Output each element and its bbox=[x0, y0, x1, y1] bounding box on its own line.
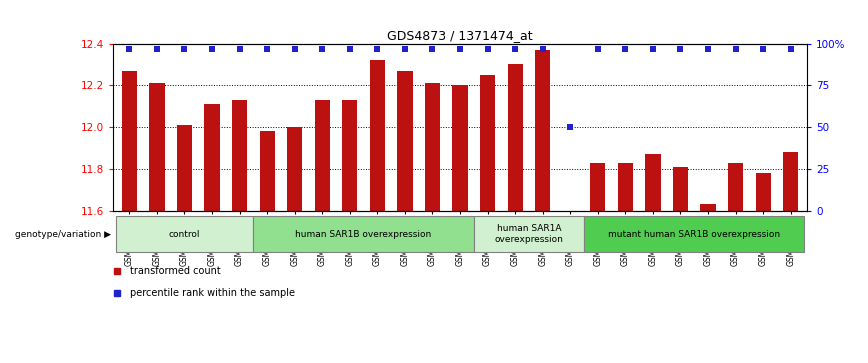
Bar bbox=[287, 127, 302, 211]
Bar bbox=[115, 216, 253, 252]
Text: percentile rank within the sample: percentile rank within the sample bbox=[130, 287, 295, 298]
Bar bbox=[474, 216, 584, 252]
Text: genotype/variation ▶: genotype/variation ▶ bbox=[16, 230, 111, 238]
Text: human SAR1A
overexpression: human SAR1A overexpression bbox=[495, 224, 563, 244]
Bar bbox=[205, 104, 220, 211]
Bar bbox=[536, 50, 550, 211]
Bar bbox=[480, 75, 495, 211]
Bar bbox=[149, 83, 165, 211]
Bar bbox=[728, 163, 743, 211]
Bar bbox=[783, 152, 799, 211]
Text: transformed count: transformed count bbox=[130, 266, 221, 276]
Text: human SAR1B overexpression: human SAR1B overexpression bbox=[295, 230, 431, 238]
Bar bbox=[315, 100, 330, 211]
Bar bbox=[253, 216, 474, 252]
Title: GDS4873 / 1371474_at: GDS4873 / 1371474_at bbox=[387, 29, 533, 42]
Bar bbox=[398, 71, 412, 211]
Bar bbox=[755, 173, 771, 211]
Bar bbox=[232, 100, 247, 211]
Text: control: control bbox=[168, 230, 201, 238]
Bar bbox=[177, 125, 192, 211]
Bar bbox=[700, 204, 715, 211]
Bar bbox=[122, 71, 137, 211]
Bar bbox=[342, 100, 358, 211]
Text: mutant human SAR1B overexpression: mutant human SAR1B overexpression bbox=[608, 230, 780, 238]
Bar bbox=[645, 154, 661, 211]
Bar bbox=[260, 131, 275, 211]
Bar bbox=[590, 163, 605, 211]
Bar bbox=[452, 85, 468, 211]
Bar bbox=[508, 64, 523, 211]
Bar bbox=[425, 83, 440, 211]
Bar bbox=[618, 163, 633, 211]
Bar bbox=[370, 60, 385, 211]
Bar bbox=[673, 167, 688, 211]
Bar bbox=[584, 216, 805, 252]
